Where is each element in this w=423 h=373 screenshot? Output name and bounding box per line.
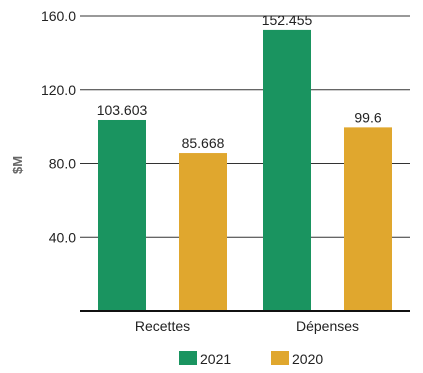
data-labels: 103.603 85.668 152.455 99.6 xyxy=(97,12,382,151)
data-label: 152.455 xyxy=(262,12,313,28)
data-label: 85.668 xyxy=(182,135,225,151)
category-labels: Recettes Dépenses xyxy=(135,318,359,334)
y-axis-ticks: 40.0 80.0 120.0 160.0 xyxy=(41,8,76,245)
bar-2021-0 xyxy=(98,119,146,312)
y-axis-label: $M xyxy=(10,156,25,174)
y-tick-label: 80.0 xyxy=(49,156,76,172)
data-label: 99.6 xyxy=(354,109,381,125)
bar-2021-1 xyxy=(263,29,311,311)
category-label: Recettes xyxy=(135,318,190,334)
legend-label: 2020 xyxy=(292,351,323,367)
legend: 2021 2020 xyxy=(179,351,323,367)
y-tick-label: 40.0 xyxy=(49,229,76,245)
legend-label: 2021 xyxy=(200,351,231,367)
bar-2020-0 xyxy=(179,153,227,311)
legend-swatch xyxy=(179,351,197,365)
y-tick-label: 120.0 xyxy=(41,82,76,98)
data-label: 103.603 xyxy=(97,102,148,118)
bars xyxy=(98,29,392,312)
y-tick-label: 160.0 xyxy=(41,8,76,24)
bar-2020-1 xyxy=(344,127,392,311)
category-label: Dépenses xyxy=(296,318,359,334)
legend-swatch xyxy=(271,351,289,365)
